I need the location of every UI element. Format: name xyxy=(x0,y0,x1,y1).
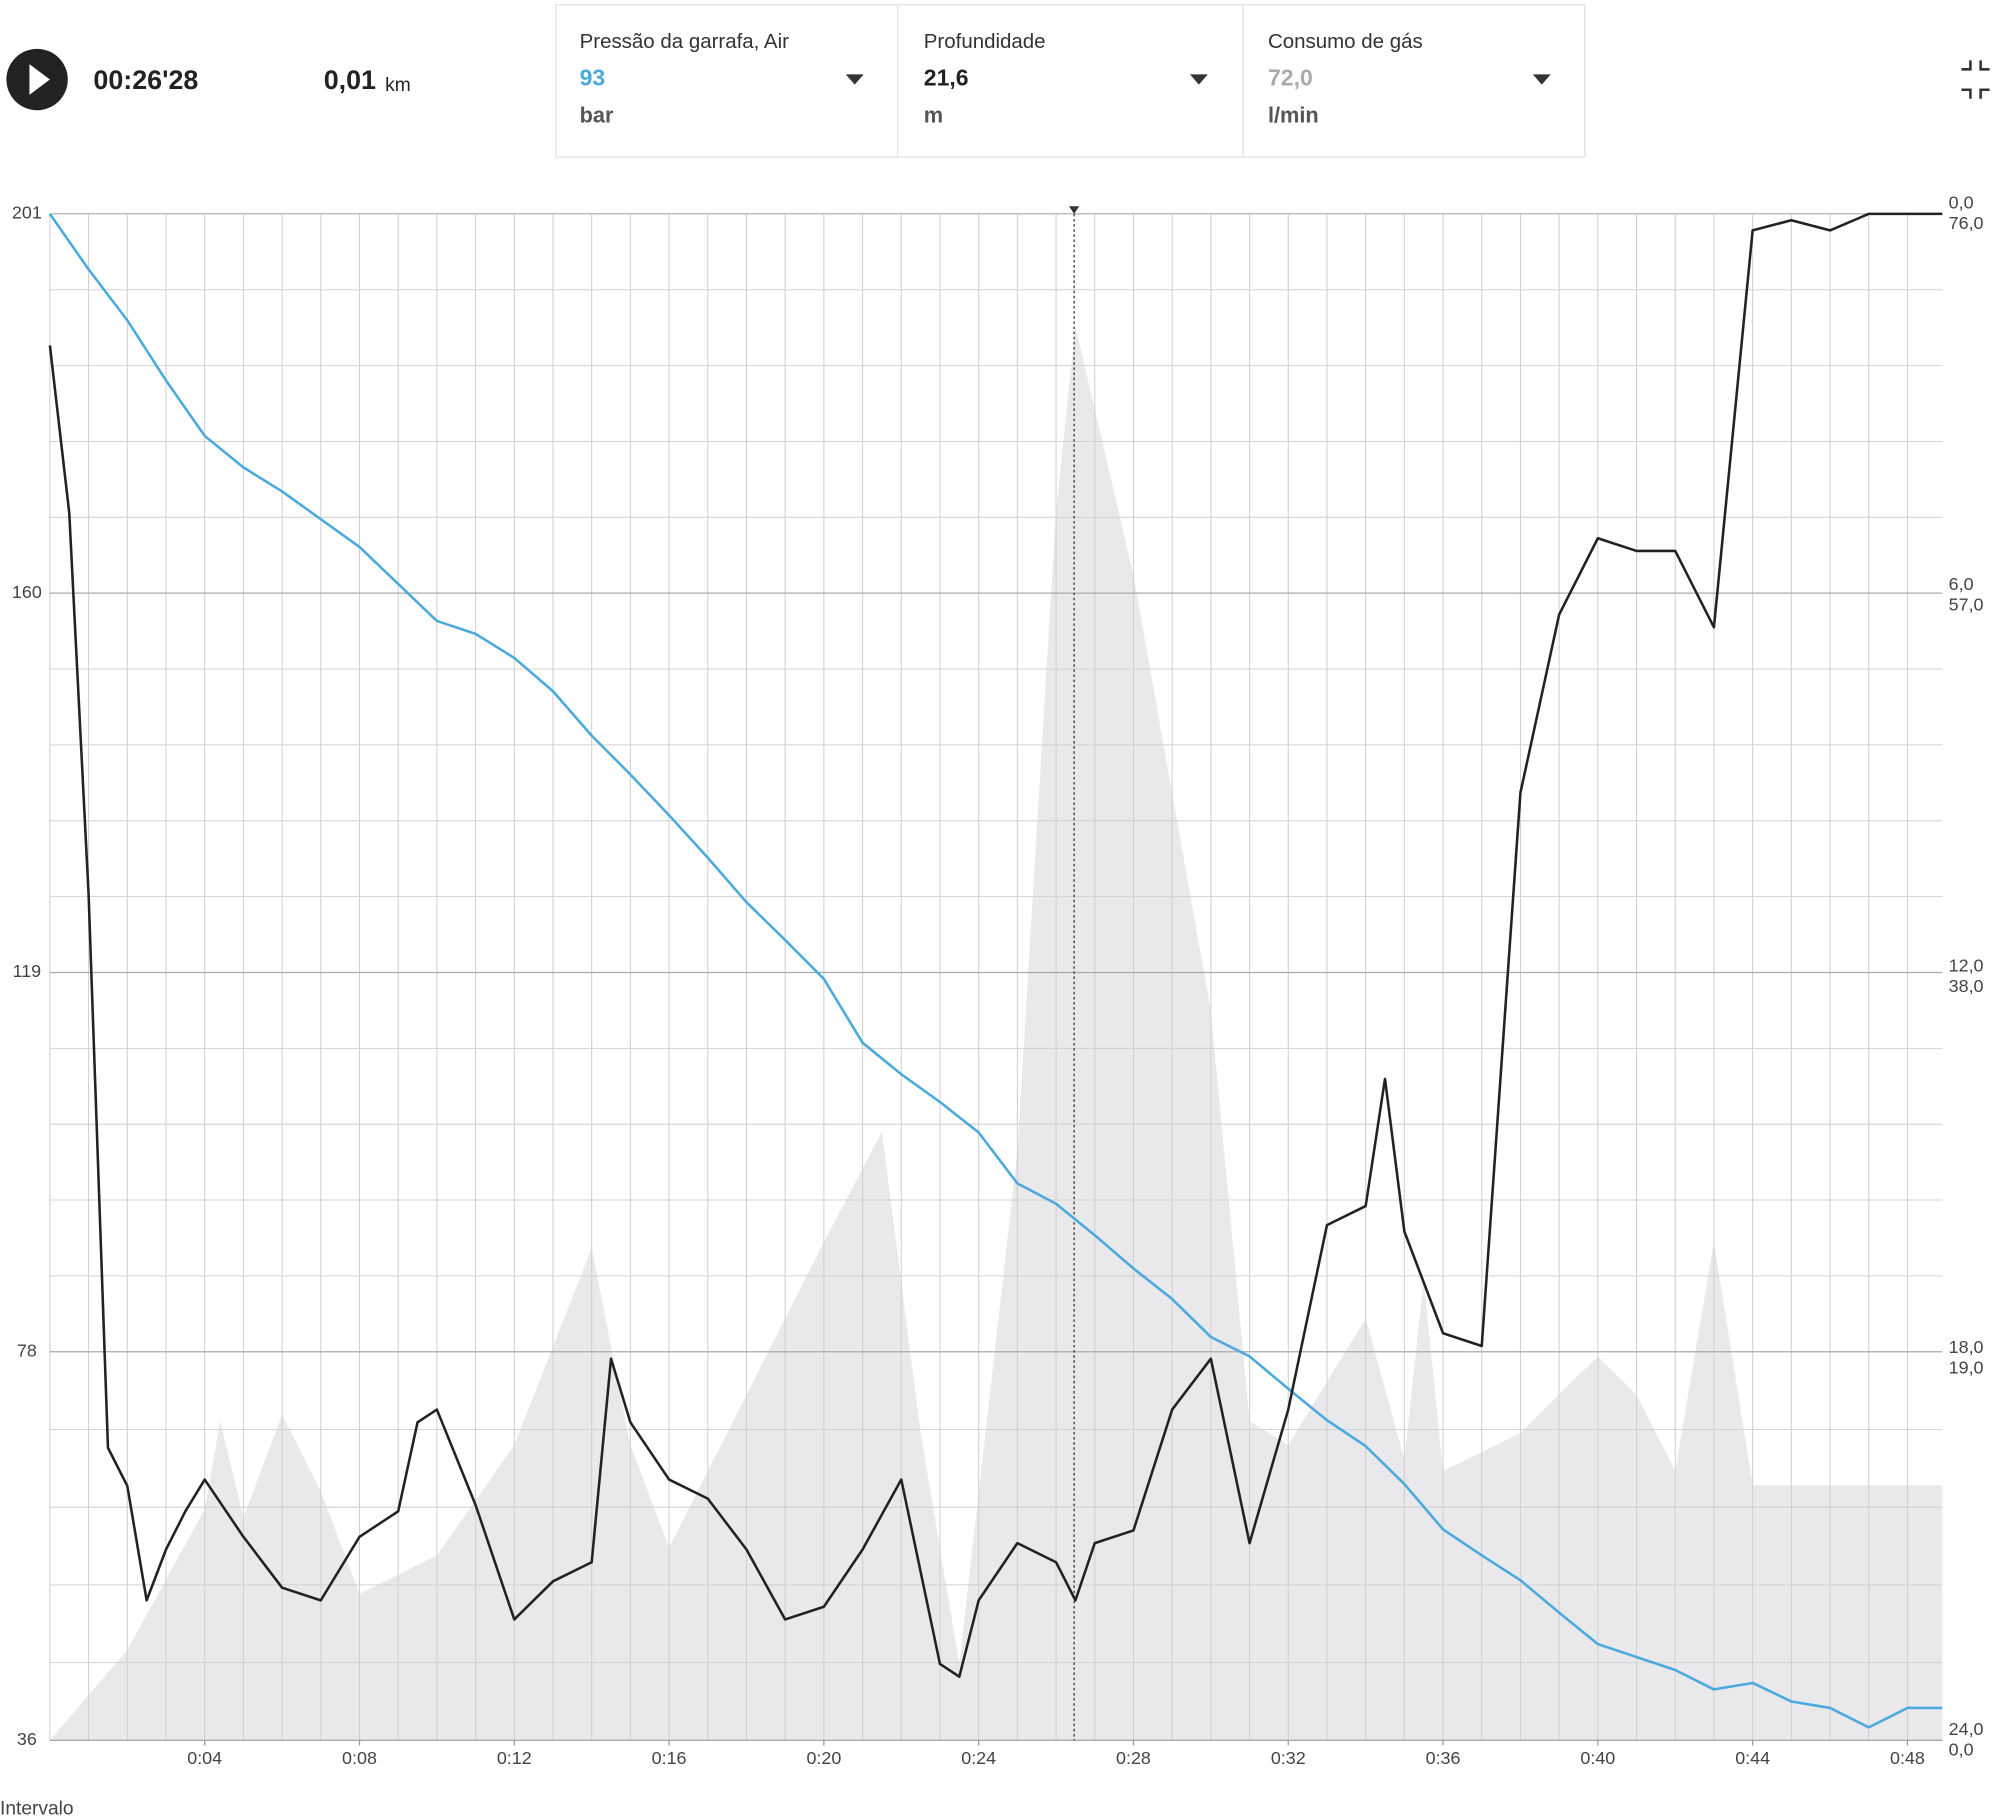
y3-tick-label: 38,0 xyxy=(1949,976,1984,996)
panel-label: Consumo de gás xyxy=(1268,30,1423,53)
line xyxy=(48,213,1943,1729)
line xyxy=(48,212,1943,1678)
y3-tick-label: 19,0 xyxy=(1949,1358,1984,1378)
y2-tick-label: 24,0 xyxy=(1949,1719,1984,1739)
x-tick-label: 0:36 xyxy=(1426,1748,1461,1768)
y3-tick-label: 57,0 xyxy=(1949,594,1984,614)
elapsed-time: 00:26'28 xyxy=(93,65,198,95)
panel-unit: l/min xyxy=(1268,102,1319,127)
panel[interactable]: Pressão da garrafa, Air 93 bar xyxy=(580,30,864,128)
collapse-icon[interactable] xyxy=(1961,60,1990,99)
x-tick-label: 0:16 xyxy=(652,1748,687,1768)
dropdown-arrow xyxy=(845,74,864,85)
y-tick-label: 201 xyxy=(12,203,42,223)
panel-unit: bar xyxy=(580,102,614,127)
x-tick-label: 0:40 xyxy=(1580,1748,1615,1768)
panel-unit: m xyxy=(924,102,943,127)
panel-label: Pressão da garrafa, Air xyxy=(580,30,790,53)
y2-tick-label: 0,0 xyxy=(1949,192,1974,212)
panel-value: 72,0 xyxy=(1268,65,1313,91)
x-tick-label: 0:12 xyxy=(497,1748,532,1768)
y2-tick-label: 6,0 xyxy=(1949,574,1974,594)
x-tick-label: 0:24 xyxy=(961,1748,996,1768)
x-tick-label: 0:32 xyxy=(1271,1748,1306,1768)
panel[interactable]: Consumo de gás 72,0 l/min xyxy=(1268,30,1551,128)
panel[interactable]: Profundidade 21,6 m xyxy=(924,30,1208,128)
panel-label: Profundidade xyxy=(924,30,1046,53)
y3-tick-label: 76,0 xyxy=(1949,213,1984,233)
panel-value: 21,6 xyxy=(924,65,969,91)
y2-tick-label: 18,0 xyxy=(1949,1337,1984,1357)
y-tick-label: 160 xyxy=(12,582,42,602)
distance: 0,01 xyxy=(324,65,376,95)
x-tick-label: 0:48 xyxy=(1890,1748,1925,1768)
plot: 36 78 119 160 201 24,0 18,0 12,0 6,0 0,0 0,0 19,0 38… xyxy=(12,192,1984,1768)
y2-tick-label: 12,0 xyxy=(1949,956,1984,976)
x-tick-label: 0:28 xyxy=(1116,1748,1151,1768)
x-tick-label: 0:08 xyxy=(342,1748,377,1768)
distance-unit: km xyxy=(385,75,411,96)
y-tick-label: 36 xyxy=(17,1729,37,1749)
y-tick-label: 119 xyxy=(13,961,42,981)
y3-tick-label: 0,0 xyxy=(1949,1739,1974,1759)
x-tick-label: 0:44 xyxy=(1735,1748,1770,1768)
y-tick-label: 78 xyxy=(17,1340,37,1360)
dropdown-arrow xyxy=(1189,74,1208,85)
x-tick-label: 0:04 xyxy=(187,1748,222,1768)
cursor-handle xyxy=(1069,206,1080,214)
area xyxy=(49,326,1943,1741)
footer-label: Intervalo xyxy=(0,1798,74,1816)
panel-box xyxy=(555,4,1586,158)
x-tick-label: 0:20 xyxy=(806,1748,841,1768)
panel-value: 93 xyxy=(580,65,606,91)
dropdown-arrow xyxy=(1532,74,1551,85)
play-icon xyxy=(29,64,50,95)
